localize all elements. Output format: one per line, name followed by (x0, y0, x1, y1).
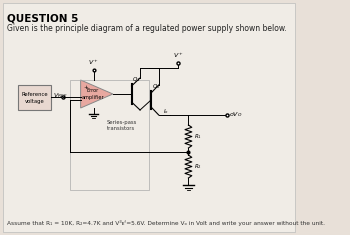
Text: $R_2$: $R_2$ (194, 162, 201, 171)
Text: Reference: Reference (21, 92, 48, 97)
Text: amplifier: amplifier (82, 95, 104, 100)
Text: $Q_2$: $Q_2$ (152, 82, 160, 91)
Text: $V_{REF}$: $V_{REF}$ (52, 92, 67, 100)
Text: $R_1$: $R_1$ (194, 132, 202, 141)
Text: QUESTION 5: QUESTION 5 (7, 13, 78, 23)
Polygon shape (80, 80, 113, 108)
Text: $V^+$: $V^+$ (88, 58, 99, 67)
Text: $Q_1$: $Q_1$ (132, 76, 141, 84)
Text: $I_o$: $I_o$ (163, 108, 169, 117)
Text: Given is the principle diagram of a regulated power supply shown below.: Given is the principle diagram of a regu… (7, 24, 287, 33)
Text: Series-pass: Series-pass (106, 120, 136, 125)
Text: $V^+$: $V^+$ (173, 51, 184, 60)
FancyBboxPatch shape (18, 85, 51, 110)
Text: transistors: transistors (107, 126, 135, 132)
FancyBboxPatch shape (2, 3, 294, 232)
Text: Assume that R₁ = 10K, R₂=4.7K and Vᴲᴇᶠ=5.6V. Determine Vₒ in Volt and write your: Assume that R₁ = 10K, R₂=4.7K and Vᴲᴇᶠ=5… (7, 220, 325, 226)
Text: Error: Error (87, 88, 99, 93)
Text: +: + (83, 85, 88, 90)
Text: voltage: voltage (25, 99, 45, 104)
Text: $oV_O$: $oV_O$ (229, 110, 243, 119)
